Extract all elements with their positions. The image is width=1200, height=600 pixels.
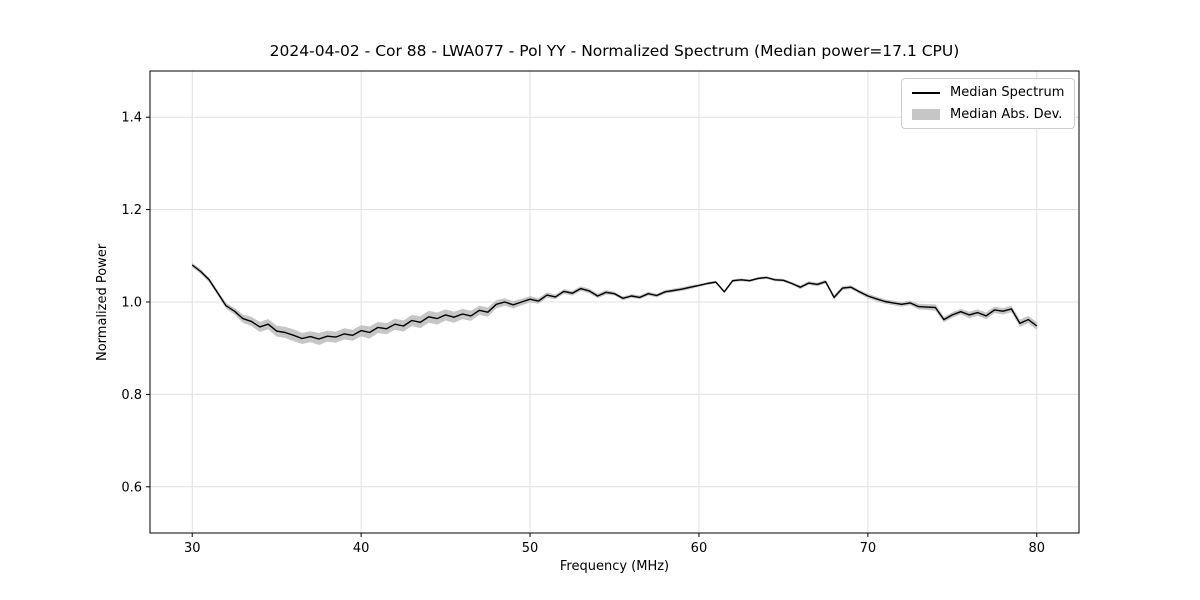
y-tick-label: 1.0	[121, 296, 142, 311]
chart-title: 2024-04-02 - Cor 88 - LWA077 - Pol YY - …	[269, 42, 960, 60]
legend-label-median-spectrum: Median Spectrum	[950, 85, 1065, 100]
y-tick-label: 1.4	[121, 111, 142, 126]
y-tick-label: 1.2	[121, 203, 142, 218]
legend-line-sample	[912, 91, 940, 94]
x-tick-label: 30	[184, 541, 201, 556]
x-tick-label: 60	[691, 541, 708, 556]
legend-label-median-abs-dev: Median Abs. Dev.	[950, 107, 1063, 122]
legend: Median Spectrum Median Abs. Dev.	[901, 78, 1076, 129]
legend-entry-median-spectrum: Median Spectrum	[912, 85, 1064, 100]
y-tick-label: 0.8	[121, 388, 142, 403]
x-tick-label: 80	[1028, 541, 1045, 556]
x-tick-label: 40	[353, 541, 370, 556]
x-tick-label: 50	[522, 541, 539, 556]
mad-band	[192, 262, 1037, 345]
median-spectrum-line	[191, 264, 1038, 340]
y-axis-label: Normalized Power	[95, 243, 110, 361]
y-tick-label: 0.6	[121, 480, 142, 495]
legend-entry-median-abs-dev: Median Abs. Dev.	[912, 107, 1064, 122]
x-axis-label: Frequency (MHz)	[559, 559, 670, 574]
x-tick-label: 70	[860, 541, 877, 556]
legend-patch-sample	[912, 109, 940, 120]
